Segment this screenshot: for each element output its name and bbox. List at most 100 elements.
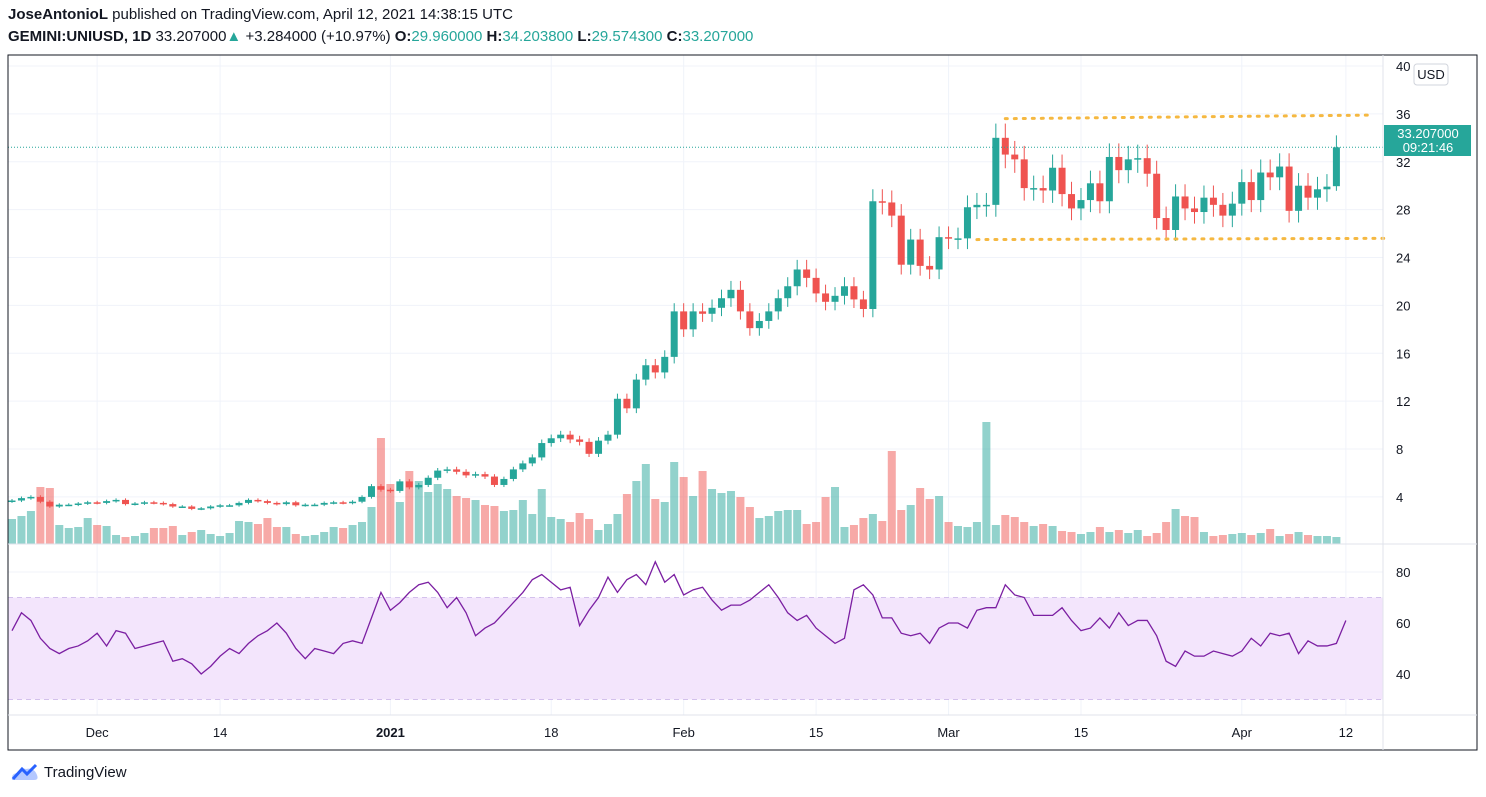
volume-bar xyxy=(310,535,319,544)
volume-bar xyxy=(291,534,300,544)
time-tick-label: 14 xyxy=(213,725,227,740)
price-tick-label: 16 xyxy=(1396,346,1410,361)
symbol-name: GEMINI:UNIUSD, 1D xyxy=(8,28,152,45)
candle-up xyxy=(84,502,92,504)
volume-bar xyxy=(585,519,594,544)
volume-bar xyxy=(1181,516,1190,544)
candle-up xyxy=(528,457,536,464)
candle-down xyxy=(897,215,905,265)
volume-bar xyxy=(1162,522,1171,544)
candle-down xyxy=(36,496,44,502)
author-name[interactable]: JoseAntonioL xyxy=(8,6,108,23)
open-label: O: xyxy=(394,28,412,45)
time-tick-label: 15 xyxy=(1074,725,1088,740)
volume-bar xyxy=(329,527,338,544)
volume-bar xyxy=(1095,527,1104,544)
candle-up xyxy=(982,204,990,207)
volume-bar xyxy=(17,516,26,544)
volume-bar xyxy=(320,532,329,544)
volume-bar xyxy=(339,528,348,544)
price-tick-label: 4 xyxy=(1396,490,1403,505)
candle-down xyxy=(490,476,498,485)
candle-up xyxy=(670,311,678,357)
volume-bar xyxy=(689,496,698,544)
volume-bar xyxy=(1199,532,1208,544)
candle-down xyxy=(1162,218,1170,230)
time-tick-label: Apr xyxy=(1232,725,1253,740)
candle-up xyxy=(973,204,981,208)
candle-up xyxy=(1295,185,1303,211)
volume-bar xyxy=(1076,534,1085,544)
close-label: C: xyxy=(666,28,683,45)
volume-bar xyxy=(868,514,877,544)
candle-down xyxy=(1219,204,1227,216)
candle-down xyxy=(850,286,858,300)
candle-up xyxy=(1332,147,1340,187)
volume-bar xyxy=(935,496,944,544)
candle-up xyxy=(216,505,224,507)
candle-up xyxy=(632,379,640,409)
volume-bar xyxy=(216,536,225,544)
bar-countdown: 09:21:46 xyxy=(1403,140,1454,155)
volume-bar xyxy=(1152,533,1161,544)
candle-down xyxy=(746,311,754,329)
tradingview-logo[interactable]: TradingView xyxy=(10,763,127,781)
candle-up xyxy=(1323,186,1331,190)
time-tick-label: Feb xyxy=(672,725,694,740)
candle-down xyxy=(566,434,574,440)
low-label: L: xyxy=(577,28,592,45)
candle-down xyxy=(888,202,896,216)
volume-bar xyxy=(575,513,584,544)
volume-bar xyxy=(802,524,811,544)
volume-bar xyxy=(566,522,575,544)
published-text: published on TradingView.com, April 12, … xyxy=(112,6,513,23)
volume-bar xyxy=(490,506,499,544)
candle-up xyxy=(443,469,451,471)
volume-bar xyxy=(8,519,16,544)
price-tick-label: 40 xyxy=(1396,59,1410,74)
candle-down xyxy=(339,502,347,504)
price-tick-label: 32 xyxy=(1396,155,1410,170)
candle-down xyxy=(736,289,744,312)
volume-bar xyxy=(1332,537,1341,544)
volume-bar xyxy=(36,487,45,544)
volume-bar xyxy=(197,530,206,544)
volume-bar xyxy=(556,519,565,544)
candle-up xyxy=(17,498,25,501)
candle-down xyxy=(462,471,470,476)
volume-bar xyxy=(168,526,177,544)
volume-bar xyxy=(991,525,1000,544)
volume-bar xyxy=(603,524,612,544)
volume-bar xyxy=(509,510,518,544)
candle-up xyxy=(434,470,442,478)
candle-down xyxy=(680,311,688,330)
candle-up xyxy=(358,496,366,502)
candle-up xyxy=(708,307,716,314)
volume-bar xyxy=(1256,533,1265,544)
candle-down xyxy=(1001,137,1009,155)
candle-down xyxy=(822,293,830,302)
currency-badge[interactable]: USD xyxy=(1413,63,1449,86)
last-price-value: 33.207000 xyxy=(1397,126,1458,141)
volume-bar xyxy=(206,534,215,544)
volume-bar xyxy=(755,518,764,544)
candle-up xyxy=(689,311,697,330)
volume-bar xyxy=(272,527,281,544)
up-arrow-icon: ▲ xyxy=(226,28,242,45)
volume-bar xyxy=(1304,535,1313,544)
price-tick-label: 24 xyxy=(1396,251,1410,266)
candle-down xyxy=(651,365,659,373)
candle-up xyxy=(765,311,773,321)
volume-bar xyxy=(433,484,442,544)
volume-bar xyxy=(793,510,802,544)
candle-down xyxy=(1153,173,1161,219)
time-tick-label: Dec xyxy=(86,725,110,740)
volume-bar xyxy=(121,537,130,544)
volume-bar xyxy=(367,507,376,544)
candle-up xyxy=(349,501,357,504)
volume-bar xyxy=(944,522,953,544)
volume-bar xyxy=(1010,517,1019,544)
candle-down xyxy=(46,501,54,507)
high-value: 34.203800 xyxy=(502,28,574,45)
